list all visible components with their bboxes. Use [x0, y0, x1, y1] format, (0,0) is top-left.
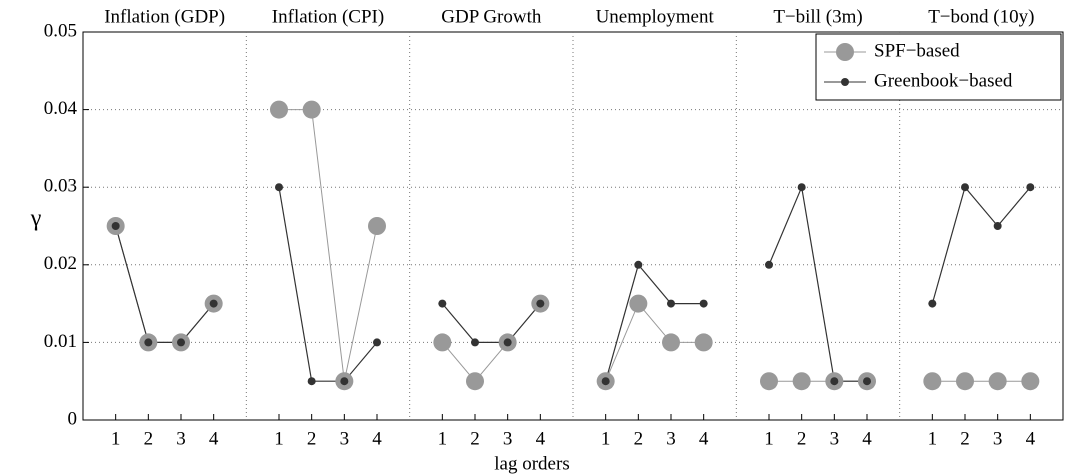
legend-marker	[841, 78, 849, 86]
x-tick-label: 3	[666, 428, 676, 449]
data-point	[433, 333, 452, 352]
series-line	[278, 187, 378, 382]
data-point	[760, 372, 778, 391]
x-tick-label: 2	[470, 428, 480, 449]
x-tick-label: 1	[111, 428, 121, 449]
data-point	[792, 372, 811, 391]
data-point	[275, 183, 283, 192]
data-point	[368, 217, 386, 235]
x-tick-label: 1	[438, 428, 448, 449]
y-tick-label: 0.05	[44, 20, 77, 41]
data-point	[797, 183, 806, 192]
y-tick-label: 0.03	[44, 176, 77, 197]
data-point	[536, 299, 545, 308]
series-line	[768, 185, 867, 382]
series-line	[115, 225, 215, 343]
x-tick-label: 3	[176, 428, 186, 449]
x-tick-label: 2	[634, 428, 644, 449]
legend-marker	[836, 43, 854, 61]
panel-title: GDP Growth	[441, 6, 542, 27]
data-point	[111, 222, 120, 230]
x-tick-label: 3	[830, 428, 840, 449]
x-axis-label: lag orders	[494, 453, 569, 474]
x-tick-label: 1	[601, 428, 611, 449]
series-line	[605, 302, 704, 382]
data-point	[923, 372, 942, 391]
legend-box	[815, 33, 1062, 101]
x-tick-label: 3	[340, 428, 350, 449]
x-tick-label: 4	[372, 428, 382, 449]
x-tick-label: 4	[862, 428, 872, 449]
x-tick-label: 4	[209, 428, 219, 449]
data-point	[667, 299, 675, 308]
data-point	[177, 338, 185, 347]
data-point	[601, 377, 610, 386]
data-point	[863, 377, 871, 386]
data-point	[466, 372, 484, 391]
series-line	[605, 263, 704, 382]
x-tick-label: 2	[144, 428, 154, 449]
y-tick-label: 0	[68, 408, 78, 429]
data-point	[988, 372, 1007, 391]
data-point	[307, 377, 316, 386]
x-tick-label: 4	[1026, 428, 1036, 449]
data-point	[340, 377, 349, 386]
data-point	[765, 260, 773, 269]
data-point	[1021, 372, 1040, 391]
data-point	[694, 333, 713, 352]
data-point	[629, 294, 648, 313]
data-point	[699, 299, 708, 308]
x-tick-label: 1	[274, 428, 284, 449]
legend-label: SPF−based	[874, 40, 960, 61]
panel-title: T−bill (3m)	[773, 6, 862, 27]
data-point	[209, 299, 218, 308]
panel-title: Inflation (GDP)	[104, 6, 225, 27]
data-point	[956, 372, 974, 391]
data-point	[503, 338, 512, 347]
data-point	[270, 100, 288, 119]
y-axis-label: γ	[30, 206, 42, 232]
x-tick-label: 4	[536, 428, 546, 449]
series-line	[115, 225, 215, 343]
series-line	[441, 303, 541, 343]
data-point	[961, 183, 969, 192]
x-tick-label: 2	[307, 428, 317, 449]
legend-label: Greenbook−based	[874, 70, 1013, 91]
data-point	[373, 338, 381, 347]
data-point	[993, 222, 1002, 230]
y-tick-label: 0.04	[44, 98, 78, 119]
data-point	[144, 338, 153, 347]
panel-title: Inflation (CPI)	[272, 6, 384, 27]
x-tick-label: 4	[699, 428, 709, 449]
panel-title: Unemployment	[596, 6, 715, 27]
series-line	[279, 109, 378, 382]
x-tick-label: 2	[797, 428, 807, 449]
data-point	[302, 100, 321, 119]
x-tick-label: 1	[764, 428, 774, 449]
x-tick-label: 1	[928, 428, 938, 449]
y-tick-label: 0.02	[44, 253, 77, 274]
panel-title: T−bond (10y)	[928, 6, 1034, 27]
data-point	[471, 338, 479, 347]
x-tick-label: 3	[503, 428, 513, 449]
x-tick-label: 3	[993, 428, 1003, 449]
data-point	[830, 377, 839, 386]
data-point	[438, 299, 447, 308]
data-point	[662, 333, 680, 352]
data-point	[1026, 183, 1035, 192]
series-line	[931, 185, 1031, 304]
data-point	[634, 260, 643, 269]
x-tick-label: 2	[960, 428, 970, 449]
y-tick-label: 0.01	[44, 331, 77, 352]
data-point	[928, 299, 937, 308]
